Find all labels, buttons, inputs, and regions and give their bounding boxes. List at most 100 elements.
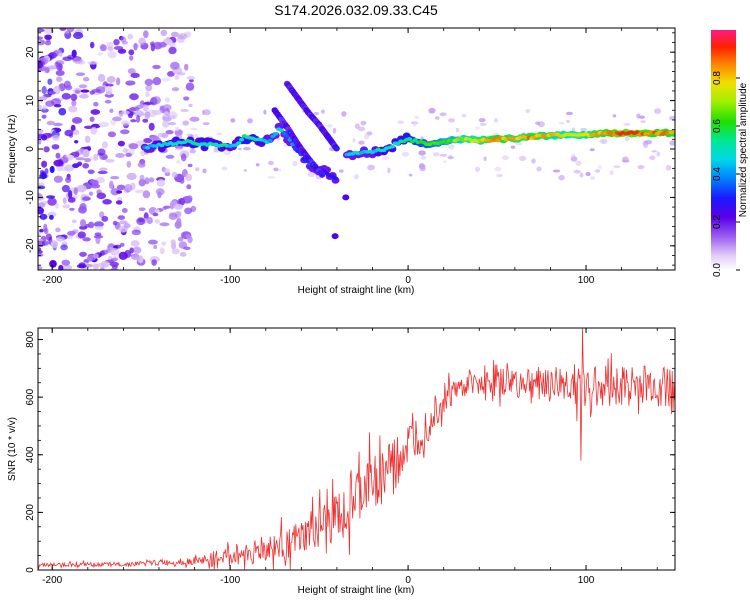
halo-blob	[483, 156, 487, 161]
noise-blob	[43, 146, 50, 153]
halo-blob	[357, 126, 366, 132]
y-tick-label: 400	[25, 446, 36, 463]
noise-blob	[86, 255, 93, 262]
noise-blob	[126, 160, 132, 168]
halo-blob	[338, 169, 344, 173]
halo-blob	[612, 114, 617, 118]
noise-blob	[41, 240, 49, 246]
snr-panel: -200 -100 0 100 0 200 400 600 800 Height of str…	[7, 327, 676, 596]
noise-blob	[187, 235, 193, 244]
noise-blob	[122, 148, 128, 153]
ridge-core	[239, 137, 245, 142]
noise-blob	[50, 98, 61, 106]
noise-blob	[183, 96, 190, 101]
halo-blob	[268, 160, 274, 166]
halo-blob	[637, 165, 645, 170]
halo-blob	[189, 149, 196, 154]
halo-blob	[594, 169, 601, 173]
noise-blob	[72, 57, 83, 64]
noise-blob	[130, 119, 137, 123]
noise-blob	[94, 225, 104, 231]
halo-blob	[320, 109, 325, 114]
noise-blob	[129, 247, 134, 254]
halo-blob	[163, 168, 170, 174]
noise-blob	[107, 50, 117, 59]
noise-blob	[58, 107, 67, 116]
noise-blob	[180, 108, 189, 113]
noise-blob	[130, 72, 140, 78]
noise-blob	[85, 263, 94, 268]
noise-blob	[76, 264, 87, 269]
noise-blob	[38, 182, 45, 187]
halo-blob	[640, 120, 646, 123]
noise-blob	[62, 56, 73, 62]
noise-blob	[134, 110, 144, 118]
halo-blob	[565, 111, 574, 116]
x-tick-label: 100	[578, 575, 595, 586]
halo-blob	[439, 154, 448, 157]
halo-blob	[573, 169, 581, 174]
noise-blob	[109, 247, 120, 256]
noise-blob	[70, 124, 76, 132]
halo-blob	[242, 146, 251, 151]
noise-blob	[75, 72, 86, 76]
spectrogram-marks	[38, 28, 675, 270]
halo-blob	[221, 166, 228, 171]
noise-blob	[41, 134, 48, 141]
x-tick-label: 0	[405, 575, 411, 586]
halo-blob	[182, 120, 190, 126]
halo-blob	[461, 114, 467, 118]
noise-blob	[51, 144, 60, 150]
noise-blob	[89, 90, 95, 95]
halo-blob	[387, 167, 391, 174]
y-tick-label: 10	[25, 95, 36, 107]
noise-blob	[38, 247, 42, 252]
noise-blob	[38, 28, 45, 33]
noise-blob	[117, 215, 126, 220]
noise-blob	[138, 178, 146, 187]
halo-blob	[656, 151, 660, 157]
noise-blob	[136, 114, 141, 123]
noise-blob	[144, 177, 150, 185]
noise-blob	[136, 217, 146, 226]
noise-blob	[73, 31, 84, 40]
halo-blob	[161, 132, 169, 139]
noise-blob	[79, 93, 89, 99]
noise-blob	[116, 190, 123, 194]
snr-x-label: Height of straight line (km)	[298, 585, 415, 596]
noise-blob	[39, 228, 44, 233]
noise-blob	[177, 33, 188, 40]
noise-blob	[61, 259, 71, 266]
noise-blob	[159, 247, 165, 255]
noise-blob	[44, 67, 50, 73]
halo-blob	[401, 151, 409, 157]
noise-blob	[56, 76, 63, 82]
noise-blob	[139, 174, 145, 181]
noise-blob	[150, 43, 156, 52]
halo-blob	[669, 115, 675, 121]
noise-blob	[93, 153, 99, 161]
noise-blob	[165, 130, 174, 135]
noise-blob	[47, 197, 57, 206]
halo-blob	[185, 133, 192, 136]
noise-blob	[80, 89, 90, 93]
noise-blob	[41, 160, 48, 168]
noise-blob	[115, 200, 123, 205]
snr-series-line	[38, 328, 675, 570]
noise-blob	[109, 108, 114, 114]
halo-blob	[176, 159, 181, 165]
ridge-core	[236, 141, 242, 145]
noise-blob	[117, 140, 125, 147]
noise-blob	[178, 236, 184, 242]
noise-blob	[43, 28, 55, 34]
noise-blob	[148, 177, 155, 183]
noise-blob	[171, 248, 180, 255]
noise-blob	[104, 99, 112, 104]
halo-blob	[202, 109, 205, 116]
noise-blob	[189, 116, 200, 122]
noise-blob	[125, 152, 132, 157]
halo-blob	[494, 118, 498, 123]
noise-blob	[171, 87, 180, 92]
halo-blob	[382, 156, 390, 160]
noise-blob	[157, 191, 162, 199]
